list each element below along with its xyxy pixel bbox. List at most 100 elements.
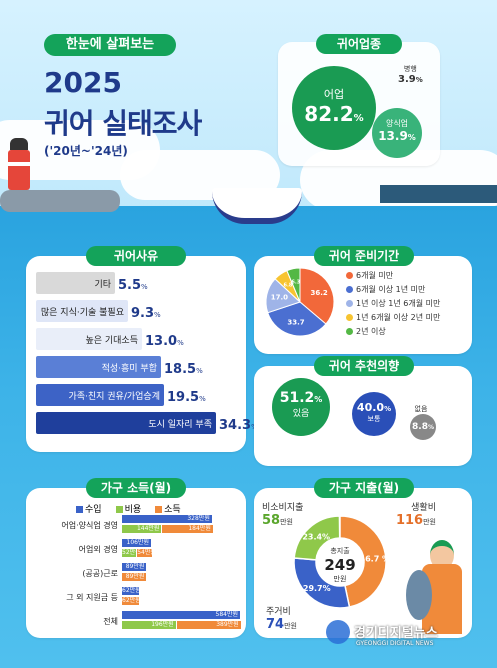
spend-housing: 주거비 74만원 — [266, 604, 297, 632]
spend-nonconsumption-label: 비소비지출 — [262, 503, 304, 513]
reason-row: 도시 일자리 부족 34.3% — [36, 412, 258, 434]
spend-slice — [293, 515, 341, 561]
spend-living-amount: 116 — [395, 513, 424, 528]
spend-living: 생활비 116만원 — [386, 500, 436, 528]
prep-slice-label: 6.3 — [291, 279, 300, 285]
spend-nonconsumption: 비소비지출 58만원 — [262, 500, 303, 528]
prep-slice — [267, 301, 327, 337]
spend-center-label: 총지출 — [330, 547, 350, 555]
spend-nonconsumption-amount: 58 — [262, 513, 281, 528]
recommend-normal-label: 보통 — [367, 415, 381, 423]
recommend-normal-value: 40.0 — [356, 401, 385, 414]
aquaculture-value: 13.9 — [378, 129, 408, 143]
spend-slice — [293, 557, 351, 609]
combined-value: 3.9 — [398, 74, 416, 85]
income-row: 전체 584만원 196만원 389만원 — [30, 610, 244, 632]
income-bar-revenue: 89만원 — [122, 563, 147, 571]
prep-slice-label: 6.8 — [284, 283, 293, 289]
recommend-no-circle: 8.8% — [410, 414, 436, 440]
spend-housing-amount: 74 — [266, 617, 285, 632]
reason-row: 적성·흥미 부합 18.5% — [36, 356, 242, 378]
income-bar-revenue: 584만원 — [122, 611, 240, 619]
income-bar-income: 54만원 — [137, 549, 153, 557]
aquaculture-label: 양식업 — [385, 119, 409, 128]
income-legend: 수입 비용 소득 — [76, 502, 195, 515]
header-year: 2025 — [44, 66, 122, 99]
prep-legend-label: 6개월 미만 — [356, 271, 394, 280]
spend-donut-chart: 46.7 % 29.7% 23.4% — [293, 515, 390, 609]
recommend-normal-circle: 40.0% 보통 — [352, 392, 396, 436]
reason-value: 34.3% — [219, 418, 258, 433]
prep-legend-item: 6개월 이상 1년 미만 — [346, 284, 440, 298]
spend-slice-label: 23.4% — [302, 532, 330, 541]
income-bar-cost: 52만원 — [122, 549, 137, 557]
dock — [380, 185, 497, 203]
rock-pier — [0, 190, 120, 212]
income-row: 어업외 경영 106만원 52만원54만원 — [30, 538, 244, 560]
income-title: 가구 소득(월) — [86, 478, 186, 498]
income-row: 그 외 지원금 등 62만원 62만원 — [30, 586, 244, 608]
reason-row: 기타 5.5% — [36, 272, 242, 294]
spend-center: 총지출 249 만원 — [316, 546, 364, 584]
income-legend-item: 소득 — [155, 505, 181, 515]
reason-value: 9.3% — [131, 306, 161, 321]
recommend-no-label: 없음 — [414, 405, 428, 413]
recommend-yes-circle: 51.2% 있음 — [272, 378, 330, 436]
income-row-label: 전체 — [103, 617, 118, 626]
fishing-boat-icon — [212, 188, 302, 224]
spend-slice-label: 29.7% — [303, 584, 331, 593]
income-row-label: 그 외 지원금 등 — [66, 593, 118, 602]
income-legend-label: 비용 — [124, 505, 142, 515]
income-bar-revenue: 62만원 — [122, 587, 141, 595]
reason-row: 높은 기대소득 13.0% — [36, 328, 242, 350]
prep-slice-label: 17.0 — [271, 294, 288, 302]
watermark-name: 경기디지털뉴스 — [354, 626, 438, 641]
reason-label: 적성·흥미 부합 — [101, 364, 157, 374]
income-bar-cost: 196만원 — [122, 621, 176, 629]
fishing-label: 어업 — [323, 88, 345, 101]
income-legend-label: 소득 — [164, 505, 181, 515]
spend-title: 가구 지출(월) — [314, 478, 414, 498]
reason-label: 가족·친지 권유/가업승계 — [68, 392, 160, 402]
spend-slice — [339, 515, 387, 608]
page-title: 귀어 실태조사 — [44, 107, 202, 140]
fisherman-illustration — [406, 540, 466, 640]
spend-housing-label: 주거비 — [266, 607, 291, 617]
income-legend-item: 수입 — [76, 505, 102, 515]
lighthouse-icon — [8, 138, 30, 190]
prep-legend: 6개월 미만 6개월 이상 1년 미만 1년 이상 1년 6개월 미만 1년 6개월 … — [346, 270, 440, 340]
reasons-title: 귀어사유 — [86, 246, 186, 266]
reason-row: 많은 지식·기술 불필요 9.3% — [36, 300, 242, 322]
prep-title: 귀어 준비기간 — [314, 246, 414, 266]
reason-value: 5.5% — [118, 278, 148, 293]
reason-bar — [36, 328, 142, 350]
prep-legend-label: 2년 이상 — [356, 327, 386, 336]
income-row-label: (공공)근로 — [82, 569, 118, 578]
reason-label: 기타 — [94, 280, 111, 290]
fishing-circle: 어업 82.2% — [292, 66, 376, 150]
aquaculture-circle: 양식업 13.9% — [372, 108, 422, 158]
reason-bar — [36, 272, 115, 294]
industry-title: 귀어업종 — [316, 34, 402, 54]
combined-stat: 병행 3.9% — [398, 65, 423, 85]
reason-value: 13.0% — [145, 334, 184, 349]
reason-bar — [36, 384, 164, 406]
prep-legend-label: 1년 6개월 이상 2년 미만 — [356, 313, 441, 322]
income-bar-revenue: 106만원 — [122, 539, 152, 547]
income-bar-income: 389만원 — [176, 621, 241, 629]
spend-center-unit: 만원 — [333, 575, 347, 583]
combined-label: 병행 — [403, 65, 417, 73]
reason-bar — [36, 300, 128, 322]
prep-slice-label: 36.2 — [310, 289, 327, 297]
prep-slice — [299, 267, 335, 325]
income-bar-income: 184만원 — [162, 525, 213, 533]
income-bar-revenue: 328만원 — [122, 515, 212, 523]
reasons-list: 기타 5.5% 많은 지식·기술 불필요 9.3% 높은 기대소득 13.0% 적성·흥미 … — [36, 272, 258, 440]
reason-label: 많은 지식·기술 불필요 — [40, 308, 124, 318]
prep-legend-item: 1년 6개월 이상 2년 미만 — [346, 312, 440, 326]
recommend-title: 귀어 추천의향 — [314, 356, 414, 376]
recommend-yes-label: 있음 — [292, 409, 310, 419]
prep-legend-item: 2년 이상 — [346, 326, 440, 340]
income-row: 어업·양식업 경영 328만원 144만원 184만원 — [30, 514, 244, 536]
income-legend-label: 수입 — [85, 505, 102, 515]
